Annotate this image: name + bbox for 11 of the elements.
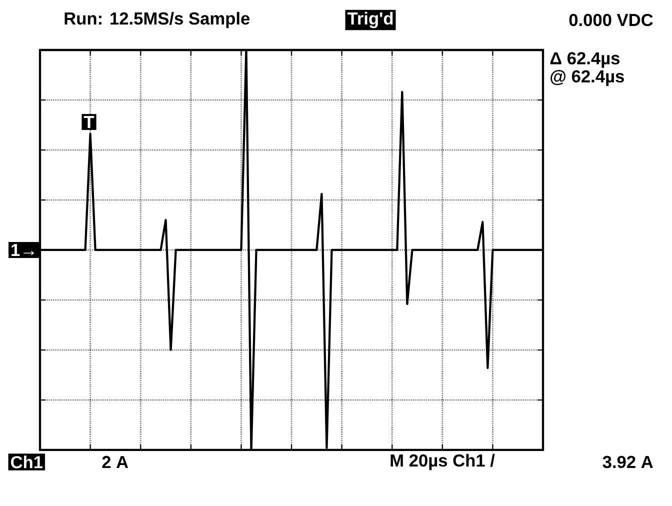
text: Δ 62.4µs [550,52,620,68]
text: M 20µs Ch1 / [390,454,495,470]
text: 3.92 A [602,456,653,468]
annotation: T [84,116,94,128]
text: 1→ [12,244,34,256]
text: @ 62.4µs [550,70,624,86]
text: 0.000 VDC [569,14,653,26]
text: Run: 12.5MS/s Sample [64,12,250,28]
text: Trig'd [347,12,393,28]
text: 2 A [102,456,128,468]
text: Ch1 [10,456,43,468]
